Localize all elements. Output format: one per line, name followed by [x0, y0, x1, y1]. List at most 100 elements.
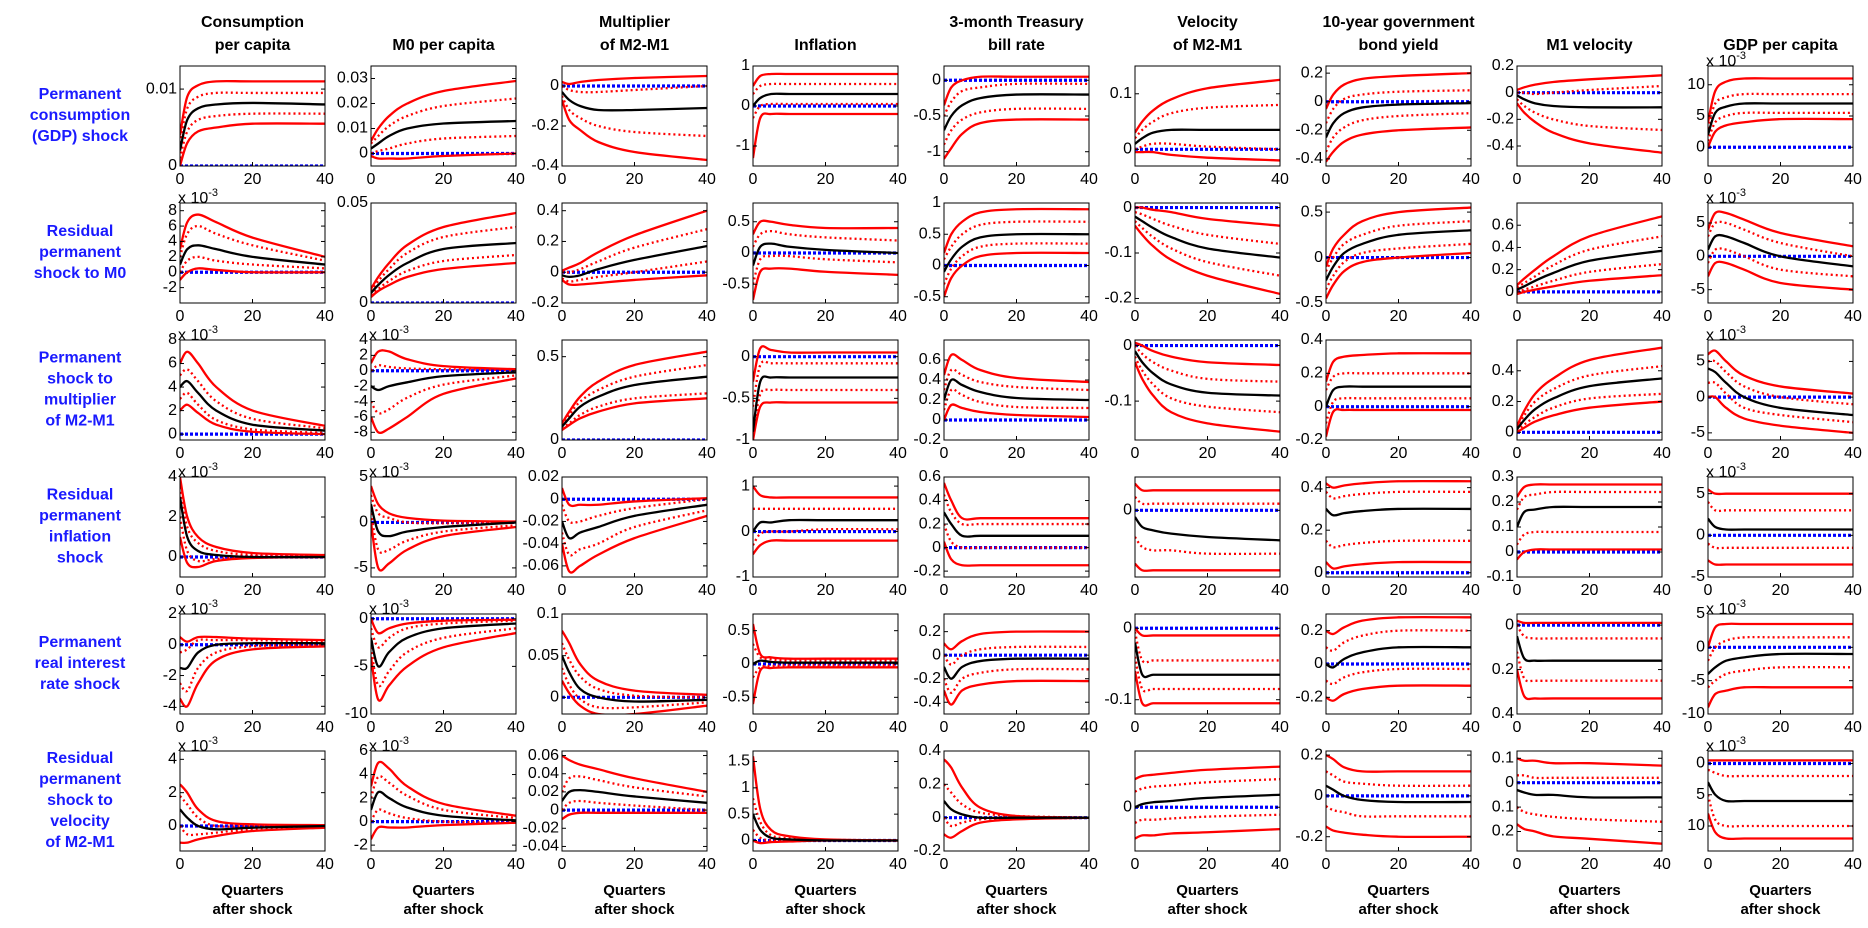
exponent-label: x 10-3: [1706, 50, 1746, 70]
inner-band: [1135, 631, 1280, 664]
median-line: [753, 518, 898, 533]
outer-band: [1135, 341, 1280, 367]
x-tick-label: 20: [1008, 445, 1026, 462]
x-tick-label: 20: [1581, 719, 1599, 736]
y-tick-label: -0.5: [722, 275, 750, 292]
exponent-power: -3: [208, 461, 218, 473]
inner-band: [1708, 768, 1853, 778]
y-tick-label: -0.2: [1486, 111, 1514, 128]
row-label: real interest: [35, 655, 126, 672]
plot-lines: [562, 487, 707, 574]
inner-band: [1326, 371, 1471, 391]
x-tick-label: 40: [1653, 582, 1671, 599]
row-label: velocity: [50, 813, 110, 830]
y-tick-label: 0: [359, 514, 368, 531]
median-line: [1517, 94, 1662, 109]
median-line: [1135, 350, 1280, 397]
inner-band: [1708, 220, 1853, 258]
median-line: [1708, 517, 1853, 531]
outer-band: [1135, 627, 1280, 638]
outer-band: [1326, 408, 1471, 437]
median-line: [371, 119, 516, 150]
column-title: of M2-M1: [600, 37, 669, 54]
x-tick-label: 20: [817, 582, 835, 599]
outer-band: [562, 209, 707, 272]
y-tick-label: 0: [550, 801, 559, 818]
y-tick-label: -5: [354, 559, 368, 576]
inner-band: [562, 667, 707, 710]
outer-band: [562, 487, 707, 508]
x-tick-label: 0: [940, 582, 949, 599]
x-tick-label: 0: [1513, 719, 1522, 736]
y-tick-label: -0.4: [913, 693, 941, 710]
panel-frame: [179, 202, 326, 304]
panel-frame: [752, 476, 899, 578]
y-tick-label: 0: [741, 348, 750, 365]
inner-band: [1517, 262, 1662, 293]
inner-band: [562, 95, 707, 138]
x-axis-label: after shock: [403, 901, 484, 918]
x-tick-label: 0: [1513, 308, 1522, 325]
row-label: permanent: [39, 244, 121, 261]
y-tick-label: 0: [1123, 141, 1132, 158]
y-tick-label: 10: [1687, 817, 1705, 834]
y-tick-label: 0: [1314, 398, 1323, 415]
median-line: [944, 93, 1089, 131]
y-tick-label: 0: [168, 157, 177, 174]
y-tick-label: -0.1: [1104, 691, 1132, 708]
y-tick-label: -0.5: [722, 689, 750, 706]
x-tick-label: 0: [558, 719, 567, 736]
panel: 0 0 20 40: [1123, 476, 1289, 599]
y-tick-label: 0.2: [1492, 823, 1514, 840]
plot-lines: [1135, 765, 1280, 840]
exponent-power: -3: [1736, 50, 1746, 62]
exponent-base: x 10: [1706, 53, 1736, 70]
y-tick-label: 2: [168, 508, 177, 525]
inner-band: [562, 642, 707, 699]
outer-band: [1517, 274, 1662, 296]
y-tick-label: 0: [741, 523, 750, 540]
x-tick-label: 20: [1199, 308, 1217, 325]
y-tick-label: 6: [359, 742, 368, 759]
outer-band: [753, 623, 898, 660]
plot-lines: [1135, 205, 1280, 296]
exponent-base: x 10: [178, 738, 208, 755]
exponent-base: x 10: [1706, 464, 1736, 481]
x-axis-label: Quarters: [985, 882, 1048, 899]
inner-band: [1135, 220, 1280, 277]
x-tick-label: 40: [1844, 719, 1862, 736]
x-tick-label: 40: [1462, 719, 1480, 736]
inner-band: [1326, 805, 1471, 818]
x-tick-label: 20: [1581, 308, 1599, 325]
exponent-base: x 10: [1706, 601, 1736, 618]
panel: 0 0 20 40 Quarters after shock: [1123, 750, 1289, 918]
x-tick-label: 20: [626, 856, 644, 873]
row-label: multiplier: [44, 392, 116, 409]
plot-lines: [1517, 74, 1662, 154]
row-label: shock to: [47, 371, 113, 388]
inner-band: [1517, 624, 1662, 640]
plot-lines: [1708, 77, 1853, 149]
x-tick-label: 20: [244, 719, 262, 736]
inner-band: [1517, 530, 1662, 546]
exponent-label: x 10-3: [178, 187, 218, 207]
y-tick-label: -0.2: [913, 842, 941, 859]
outer-band: [1326, 684, 1471, 702]
y-tick-label: 0.02: [528, 468, 559, 485]
median-line: [562, 91, 707, 112]
y-tick-label: 5: [1696, 214, 1705, 231]
outer-band: [180, 635, 325, 643]
x-tick-label: 0: [367, 171, 376, 188]
x-tick-label: 20: [1581, 171, 1599, 188]
y-tick-label: 0: [1696, 527, 1705, 544]
y-tick-label: 0.2: [1492, 57, 1514, 74]
plot-lines: [753, 623, 898, 705]
y-tick-label: 0.4: [1492, 705, 1514, 722]
outer-band: [1517, 400, 1662, 434]
x-tick-label: 0: [940, 856, 949, 873]
y-tick-label: 0.4: [1301, 479, 1323, 496]
outer-band: [562, 397, 707, 431]
median-line: [180, 379, 325, 432]
x-tick-label: 20: [817, 308, 835, 325]
